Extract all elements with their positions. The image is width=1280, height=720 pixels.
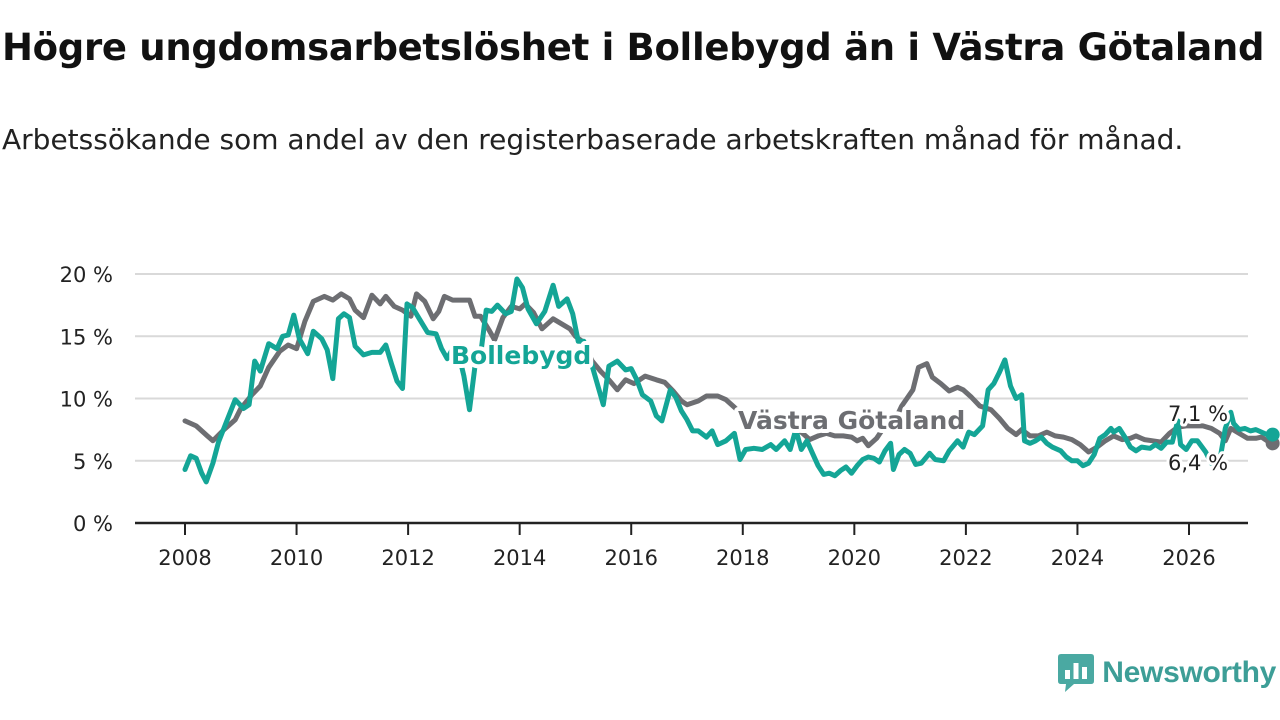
end-value-label: 6,4 % [1168,451,1228,475]
newsworthy-logo-icon [1058,654,1095,692]
x-tick-label: 2016 [604,546,657,570]
x-tick-label: 2008 [158,546,211,570]
end-value-label-halo: 7,1 % [1168,402,1228,426]
x-tick-label: 2020 [828,546,881,570]
y-tick-label: 20 % [60,263,113,287]
y-tick-label: 0 % [73,512,113,536]
x-tick-label: 2026 [1162,546,1215,570]
chart-subtitle: Arbetssökande som andel av den registerb… [2,123,1184,156]
y-tick-label: 10 % [60,388,113,412]
series-label: Bollebygd [451,341,591,370]
x-tick-label: 2022 [939,546,992,570]
y-tick-label: 5 % [73,450,113,474]
x-tick-label: 2014 [493,546,546,570]
series-label: Västra Götaland [738,406,965,435]
x-tick-label: 2012 [381,546,434,570]
series-label-halo: Västra Götaland [738,406,965,435]
brand-logo: Newsworthy [1058,654,1276,692]
x-tick-label: 2010 [270,546,323,570]
x-tick-label: 2024 [1051,546,1104,570]
end-value-label-halo: 6,4 % [1168,451,1228,475]
chart-title: Högre ungdomsarbetslöshet i Bollebygd än… [2,26,1265,69]
series-end-dot [1265,427,1280,442]
series-line-vastra-gotaland [182,291,1276,455]
x-tick-label: 2018 [716,546,769,570]
series-line-bollebygd [182,276,1276,485]
series-label-halo: Bollebygd [451,341,591,370]
brand-name: Newsworthy [1102,656,1276,689]
end-value-label: 7,1 % [1168,402,1228,426]
y-tick-label: 15 % [60,325,113,349]
